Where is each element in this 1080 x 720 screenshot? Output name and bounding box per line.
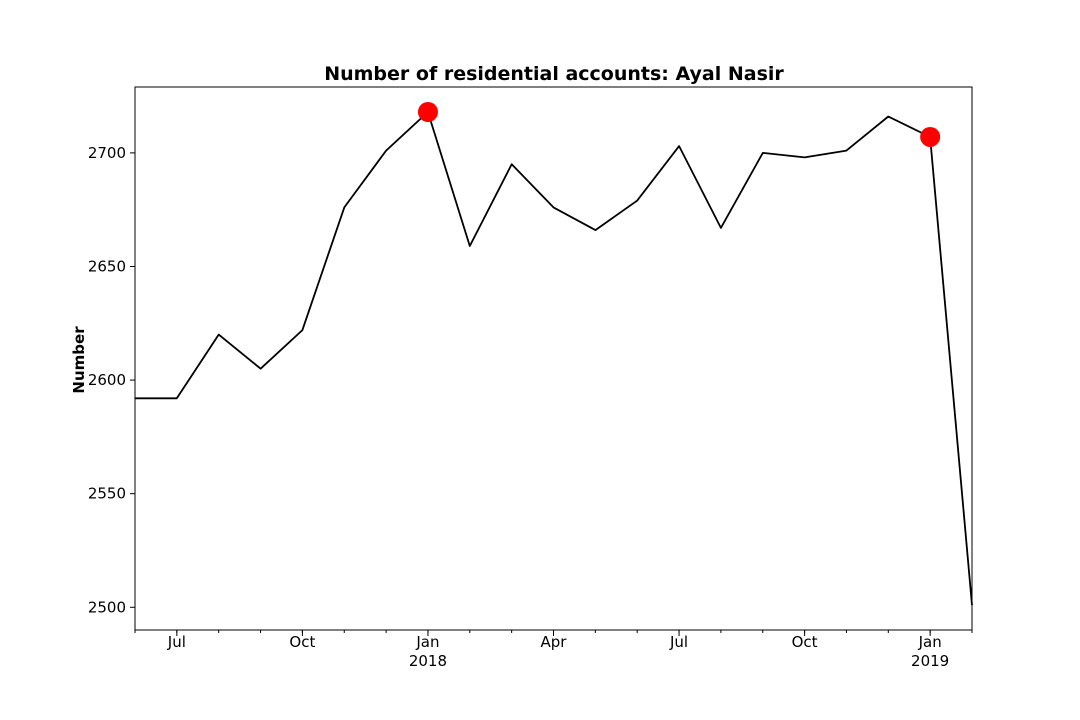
y-tick-label: 2550 [88, 485, 126, 503]
series-line [135, 111, 973, 606]
highlight-marker [417, 101, 438, 122]
y-tick-label: 2650 [88, 257, 126, 275]
x-tick-label: Apr [541, 633, 568, 651]
highlight-marker [920, 126, 941, 147]
y-axis: 2500 2550 2600 2650 2700 [88, 144, 135, 616]
y-tick-label: 2700 [88, 144, 126, 162]
plot-frame [134, 86, 973, 631]
x-tick-label: Oct [289, 633, 315, 651]
x-tick-label: Jul [669, 633, 688, 651]
x-tick-label: Jan [918, 633, 942, 651]
series-group [135, 111, 973, 606]
chart-title: Number of residential accounts: Ayal Nas… [324, 63, 784, 85]
y-tick-label: 2600 [88, 371, 126, 389]
x-tick-label: Jan [415, 633, 439, 651]
y-axis-label: Number [70, 326, 88, 394]
x-tick-label: Jul [167, 633, 186, 651]
y-tick-label: 2500 [88, 598, 126, 616]
x-tick-label: Oct [792, 633, 818, 651]
x-tick-year-label: 2019 [911, 652, 949, 670]
x-tick-year-label: 2018 [409, 652, 447, 670]
highlight-markers [417, 101, 941, 147]
